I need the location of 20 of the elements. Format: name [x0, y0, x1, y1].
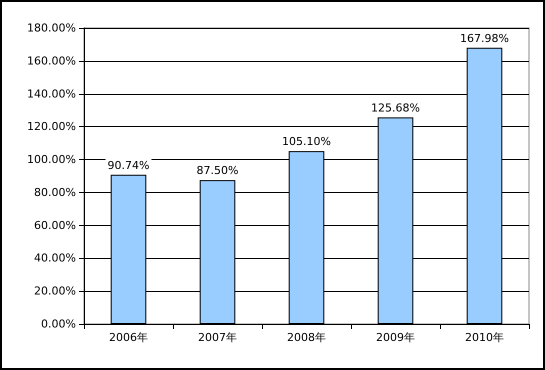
y-tick-label: 100.00% — [27, 153, 76, 166]
y-tick-label: 0.00% — [41, 318, 76, 330]
x-tick-label: 2008年 — [287, 331, 326, 344]
y-tick-label: 160.00% — [27, 54, 76, 68]
x-tick-label: 2006年 — [109, 331, 148, 344]
data-label: 125.68% — [371, 101, 420, 114]
x-tick-label: 2007年 — [198, 331, 237, 344]
y-tick-label: 20.00% — [34, 284, 76, 298]
x-tick-label: 2009年 — [376, 331, 415, 344]
y-tick-label: 80.00% — [34, 186, 76, 199]
y-tick-label: 120.00% — [27, 120, 76, 134]
data-label: 90.74% — [108, 158, 150, 172]
data-label: 87.50% — [196, 164, 238, 178]
y-tick-label: 180.00% — [27, 22, 76, 34]
y-tick-label: 140.00% — [27, 87, 76, 100]
data-label: 167.98% — [460, 32, 509, 45]
y-tick-label: 60.00% — [34, 218, 76, 232]
y-tick-label: 40.00% — [34, 252, 76, 265]
x-tick-label: 2010年 — [465, 331, 504, 344]
data-label: 105.10% — [282, 135, 331, 148]
